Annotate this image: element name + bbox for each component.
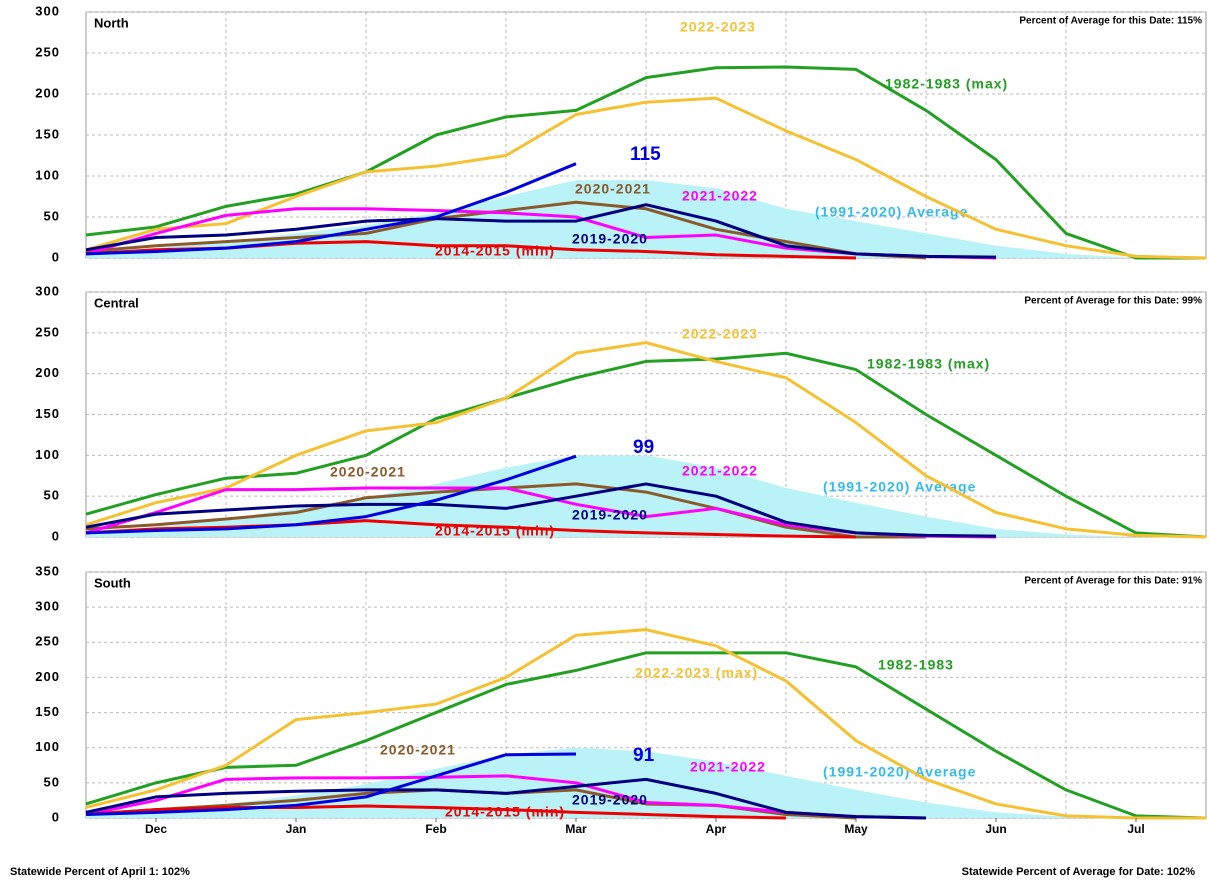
y-tick-label: 250 <box>35 324 60 339</box>
panel-subtitle: Percent of Average for this Date: 115% <box>1019 16 1202 27</box>
value-label: 99 <box>633 437 654 458</box>
y-tick-label: 150 <box>35 406 60 421</box>
series-label: (1991-2020) Average <box>815 204 968 220</box>
series-label: (1991-2020) Average <box>823 764 976 780</box>
series-label: 2020-2021 <box>380 742 456 758</box>
series-label: 2019-2020 <box>572 792 648 808</box>
series-label: 1982-1983 (max) <box>867 356 990 372</box>
x-tick-label: Jan <box>286 822 307 836</box>
panel-subtitle: Percent of Average for this Date: 91% <box>1024 576 1202 587</box>
y-tick-label: 100 <box>35 167 60 182</box>
line <box>85 752 577 816</box>
line <box>85 519 857 539</box>
line <box>85 341 1207 539</box>
series-label: 2021-2022 <box>690 759 766 775</box>
footer-left: Statewide Percent of April 1: 102% <box>10 866 190 878</box>
series-label: 1982-1983 (max) <box>885 76 1008 92</box>
y-tick-label: 200 <box>35 365 60 380</box>
panel-title: South <box>94 575 131 590</box>
x-tick-label: May <box>844 822 868 836</box>
y-tick-label: 0 <box>52 809 60 824</box>
line <box>85 203 997 259</box>
series-label: 2020-2021 <box>330 464 406 480</box>
y-tick-label: 300 <box>35 599 60 614</box>
line <box>85 651 1207 820</box>
line <box>85 482 997 538</box>
y-tick-label: 250 <box>35 634 60 649</box>
y-tick-label: 0 <box>52 528 60 543</box>
y-tick-label: 50 <box>44 774 60 789</box>
y-tick-label: 300 <box>35 283 60 298</box>
line <box>85 777 927 820</box>
value-label: 91 <box>633 745 655 766</box>
x-tick-label: Feb <box>425 822 446 836</box>
y-tick-label: 200 <box>35 85 60 100</box>
y-tick-label: 350 <box>35 563 60 578</box>
series-label: 2021-2022 <box>682 188 758 204</box>
line <box>85 96 1207 260</box>
series-label: 2021-2022 <box>682 463 758 479</box>
line <box>85 351 1207 539</box>
area <box>86 180 1206 258</box>
series-label: 2020-2021 <box>575 181 651 197</box>
y-tick-label: 50 <box>44 488 60 503</box>
y-tick-label: 0 <box>52 249 60 264</box>
series-label: 2022-2023 <box>680 19 756 35</box>
series-label: 2014-2015 (min) <box>435 523 555 539</box>
series-label: 2019-2020 <box>572 231 648 247</box>
panel-title: Central <box>94 295 139 310</box>
line <box>85 65 1206 260</box>
y-tick-label: 250 <box>35 44 60 59</box>
series-label: 2014-2015 (min) <box>445 804 565 820</box>
line <box>85 162 577 256</box>
footer-right: Statewide Percent of Average for Date: 1… <box>962 866 1196 878</box>
y-tick-label: 300 <box>35 3 60 18</box>
value-label: 115 <box>630 144 661 165</box>
series-label: 1982-1983 <box>878 657 954 673</box>
y-tick-label: 150 <box>35 704 60 719</box>
series-label: 2019-2020 <box>572 507 648 523</box>
panel-subtitle: Percent of Average for this Date: 99% <box>1024 296 1202 307</box>
y-tick-label: 50 <box>44 208 60 223</box>
y-tick-label: 100 <box>35 447 60 462</box>
y-tick-label: 100 <box>35 739 60 754</box>
series-label: 2014-2015 (min) <box>435 243 555 259</box>
line <box>85 804 787 820</box>
x-tick-label: Dec <box>145 822 167 836</box>
x-tick-label: Apr <box>706 822 727 836</box>
series-label: 2022-2023 <box>682 326 758 342</box>
line <box>85 454 577 535</box>
series-label: (1991-2020) Average <box>823 479 976 495</box>
line <box>85 200 927 260</box>
x-tick-label: Jun <box>985 822 1006 836</box>
area <box>86 747 1206 818</box>
y-tick-label: 150 <box>35 126 60 141</box>
y-tick-label: 200 <box>35 669 60 684</box>
line <box>85 628 1206 820</box>
panel-title: North <box>94 15 129 30</box>
series-label: 2022-2023 (max) <box>635 665 758 681</box>
x-tick-label: Mar <box>565 822 587 836</box>
x-tick-label: Jul <box>1127 822 1144 836</box>
